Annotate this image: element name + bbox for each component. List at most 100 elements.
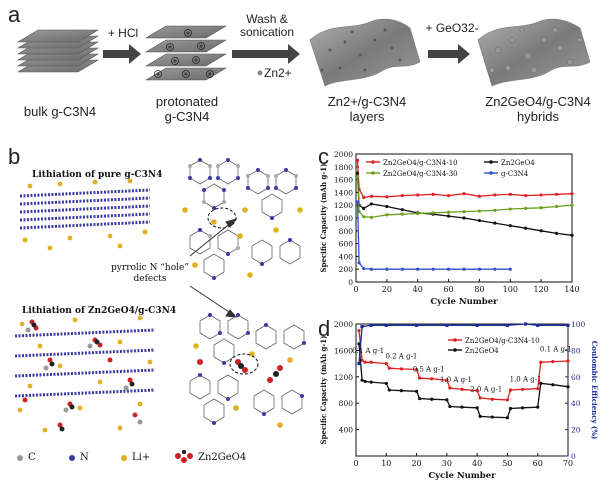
series-point	[493, 267, 497, 271]
y-tick-label: 400	[339, 252, 354, 261]
series-point	[357, 362, 361, 366]
y-right-axis-label: Coulombic Efficiency (%)	[590, 341, 599, 440]
arrow-2-image	[232, 44, 300, 64]
legend-c-dot	[17, 455, 23, 461]
arrow-3-image	[428, 44, 470, 64]
series-point	[493, 208, 497, 212]
series-point	[505, 323, 510, 327]
series-point	[400, 212, 404, 216]
x-tick-label: 140	[564, 285, 579, 294]
series-point	[508, 224, 512, 228]
x-tick-label: 30	[442, 459, 452, 468]
y-tick-label: 800	[339, 399, 354, 408]
series-point	[355, 200, 360, 204]
hybrid-network-image	[189, 313, 306, 428]
series-line	[356, 173, 573, 236]
x-tick-label: 10	[381, 459, 391, 468]
series-point	[508, 192, 512, 196]
x-tick-label: 100	[503, 285, 518, 294]
x-tick-label: 50	[502, 459, 512, 468]
series-point	[446, 194, 451, 198]
series-point	[462, 267, 466, 271]
legend-label: Zn2GeO4	[465, 347, 499, 355]
y-axis-label: Specific Capacity (mAh g-1)	[319, 336, 328, 445]
series-point	[475, 323, 479, 327]
series-point	[478, 396, 482, 400]
series-point	[445, 323, 449, 327]
series-point	[539, 360, 543, 364]
y-tick-label: 400	[339, 426, 354, 435]
series-point	[385, 195, 389, 199]
series-point	[414, 367, 419, 372]
series-point	[360, 378, 364, 382]
x-tick-label: 70	[563, 459, 573, 468]
series-point	[493, 221, 497, 225]
x-axis-label: Cycle Number	[430, 297, 498, 307]
pure-gcn-layers-image	[19, 178, 151, 251]
series-point	[477, 218, 482, 223]
chart-c: 0 20 40 60 80 100 120 1400200400600800100012001…	[319, 150, 580, 307]
series-point	[357, 329, 361, 333]
series-point	[362, 195, 366, 200]
zn-layer-image	[309, 18, 421, 87]
legend-marker	[371, 160, 375, 164]
series-point	[362, 215, 366, 219]
series-point	[478, 414, 482, 418]
panel-d-letter: d	[318, 316, 331, 341]
legend-marker	[453, 348, 457, 352]
series-point	[508, 267, 512, 271]
defect-arrows-image	[189, 218, 238, 318]
series-point	[539, 206, 543, 210]
series-point	[445, 378, 449, 382]
series-point	[508, 207, 512, 211]
series-point	[477, 209, 482, 213]
y-tick-label: 2000	[334, 150, 353, 159]
series-point	[460, 387, 464, 391]
legend-n-label: N	[80, 452, 89, 463]
hybrid-layers-image	[14, 315, 156, 433]
y-right-tick-label: 60	[571, 373, 581, 382]
series-point	[448, 404, 452, 409]
series-point	[399, 389, 404, 393]
rate-label: 0.2 A g-1	[385, 352, 417, 360]
series-point	[475, 389, 479, 393]
legend-c-label: C	[28, 452, 36, 463]
y-tick-label: 600	[339, 240, 354, 249]
legend-label: g-C3N4	[501, 170, 529, 178]
series-point	[355, 171, 360, 175]
y-right-tick-label: 80	[571, 346, 581, 355]
series-point	[430, 397, 434, 401]
legend-zn2geo4-icon	[175, 449, 193, 463]
series-point	[430, 377, 434, 381]
series-point	[445, 398, 449, 402]
protonated-stack-image	[144, 25, 228, 81]
series-point	[360, 325, 364, 329]
series-point	[414, 389, 419, 393]
series-point	[508, 388, 513, 392]
y-axis-label: Specific Capacity (mAh g-1)	[319, 164, 328, 273]
series-point	[566, 385, 570, 389]
series-point	[570, 233, 574, 237]
y-tick-label: 1800	[334, 163, 353, 172]
series-point	[566, 323, 570, 327]
series-point	[362, 266, 366, 271]
series-point	[385, 213, 389, 217]
rate-label: 1.0 A g-1	[510, 375, 542, 383]
zn-ion-label: Zn2+	[264, 66, 292, 80]
rate-label: 0.1 A g-1	[352, 347, 384, 355]
series-point	[355, 158, 360, 162]
series-point	[360, 358, 364, 362]
series-point	[551, 383, 555, 387]
series-point	[505, 416, 510, 420]
step-label-bulk: bulk g-C3N4	[23, 104, 97, 119]
legend-label: Zn2GeO4/g-C3N4-30	[383, 170, 458, 178]
series-point	[369, 267, 374, 271]
legend-zn2geo4-label: Zn2GeO4	[198, 452, 247, 463]
series-point	[400, 208, 404, 212]
panel-b-letter: b	[8, 144, 21, 169]
series-point	[505, 398, 510, 402]
series-point	[446, 214, 451, 218]
series-point	[539, 193, 543, 197]
panel-a-letter: a	[8, 2, 21, 27]
